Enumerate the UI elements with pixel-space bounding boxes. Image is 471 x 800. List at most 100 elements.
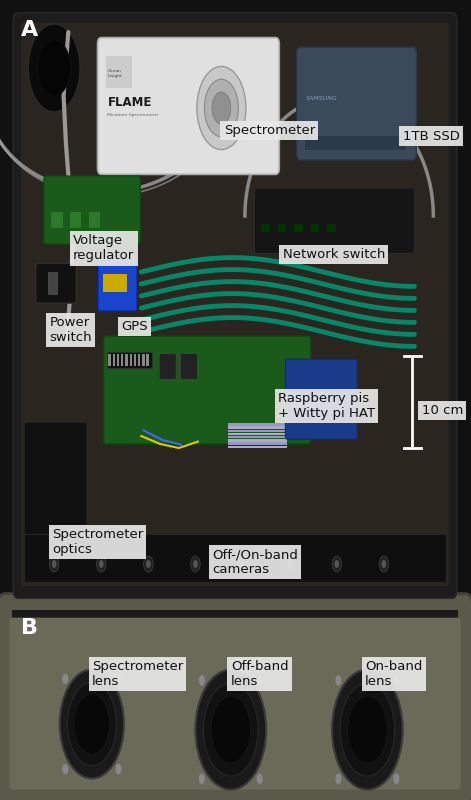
Bar xyxy=(121,354,123,366)
Text: Miniature Spectrometer: Miniature Spectrometer xyxy=(107,113,159,117)
FancyBboxPatch shape xyxy=(0,594,471,800)
Bar xyxy=(117,354,119,366)
Circle shape xyxy=(204,79,238,137)
Text: SAMSUNG: SAMSUNG xyxy=(306,96,338,101)
Text: A: A xyxy=(21,20,39,40)
Bar xyxy=(228,442,287,445)
Circle shape xyxy=(60,670,124,778)
Text: Power
switch: Power switch xyxy=(49,316,92,344)
FancyBboxPatch shape xyxy=(285,359,357,439)
Bar xyxy=(125,354,128,366)
Circle shape xyxy=(67,682,116,766)
FancyBboxPatch shape xyxy=(13,13,457,598)
Bar xyxy=(113,354,115,366)
FancyBboxPatch shape xyxy=(297,47,416,160)
Circle shape xyxy=(28,24,80,112)
Circle shape xyxy=(332,670,403,790)
Circle shape xyxy=(62,764,68,775)
Circle shape xyxy=(340,683,395,776)
Text: GPS: GPS xyxy=(122,320,148,333)
Circle shape xyxy=(334,560,339,568)
Circle shape xyxy=(191,556,200,572)
Text: 1TB SSD: 1TB SSD xyxy=(403,130,460,142)
FancyBboxPatch shape xyxy=(180,354,197,379)
Circle shape xyxy=(115,673,122,684)
Circle shape xyxy=(38,40,71,96)
Bar xyxy=(107,352,152,368)
Bar xyxy=(278,224,286,232)
Circle shape xyxy=(52,560,57,568)
Bar xyxy=(228,433,287,435)
Bar xyxy=(228,423,287,426)
FancyBboxPatch shape xyxy=(159,354,176,379)
Circle shape xyxy=(144,556,153,572)
FancyBboxPatch shape xyxy=(9,618,461,790)
Bar xyxy=(134,354,136,366)
Circle shape xyxy=(393,674,400,686)
Bar xyxy=(146,354,149,366)
Text: Raspberry pis
+ Witty pi HAT: Raspberry pis + Witty pi HAT xyxy=(278,392,375,420)
Text: 10 cm: 10 cm xyxy=(422,404,463,417)
Bar xyxy=(142,354,145,366)
Bar xyxy=(70,212,81,228)
Circle shape xyxy=(212,92,231,124)
Text: On-band
lens: On-band lens xyxy=(365,660,422,688)
Bar xyxy=(138,354,140,366)
Circle shape xyxy=(62,673,68,684)
Bar xyxy=(106,56,132,88)
FancyBboxPatch shape xyxy=(98,259,137,310)
Text: Spectrometer
lens: Spectrometer lens xyxy=(92,660,183,688)
Circle shape xyxy=(285,556,294,572)
FancyBboxPatch shape xyxy=(21,22,449,586)
Bar xyxy=(228,436,287,438)
Circle shape xyxy=(115,764,122,775)
Bar xyxy=(228,446,287,448)
Circle shape xyxy=(240,560,245,568)
Circle shape xyxy=(348,696,387,763)
Circle shape xyxy=(198,774,205,785)
Bar xyxy=(305,136,406,150)
Bar xyxy=(103,274,127,292)
Text: Spectrometer: Spectrometer xyxy=(224,124,315,137)
Text: FLAME: FLAME xyxy=(107,96,152,109)
Circle shape xyxy=(203,683,258,776)
Circle shape xyxy=(379,556,389,572)
Circle shape xyxy=(146,560,151,568)
Text: Voltage
regulator: Voltage regulator xyxy=(73,234,134,262)
Text: Off-/On-band
cameras: Off-/On-band cameras xyxy=(212,548,298,576)
Circle shape xyxy=(74,694,110,754)
Bar xyxy=(319,396,328,408)
Circle shape xyxy=(97,556,106,572)
Circle shape xyxy=(335,674,341,686)
Circle shape xyxy=(198,674,205,686)
Bar xyxy=(48,272,57,294)
Bar xyxy=(294,224,303,232)
Bar xyxy=(228,430,287,432)
Circle shape xyxy=(49,556,59,572)
Circle shape xyxy=(393,774,400,785)
Bar xyxy=(228,426,287,429)
Circle shape xyxy=(211,696,251,763)
FancyBboxPatch shape xyxy=(254,188,414,254)
FancyBboxPatch shape xyxy=(97,38,279,174)
Circle shape xyxy=(238,556,247,572)
FancyBboxPatch shape xyxy=(104,336,311,444)
FancyBboxPatch shape xyxy=(44,176,140,244)
Bar xyxy=(261,224,270,232)
Circle shape xyxy=(257,774,263,785)
Text: Ocean
Insight: Ocean Insight xyxy=(107,70,122,78)
Bar xyxy=(305,396,314,408)
FancyBboxPatch shape xyxy=(36,263,76,303)
Text: B: B xyxy=(21,618,38,638)
Circle shape xyxy=(257,674,263,686)
Circle shape xyxy=(287,560,292,568)
Circle shape xyxy=(197,66,246,150)
Text: Spectrometer
optics: Spectrometer optics xyxy=(52,528,143,556)
Bar xyxy=(291,396,300,408)
Bar xyxy=(130,354,132,366)
Bar xyxy=(108,354,111,366)
Circle shape xyxy=(99,560,104,568)
FancyBboxPatch shape xyxy=(0,0,471,619)
Circle shape xyxy=(195,670,266,790)
Circle shape xyxy=(335,774,341,785)
